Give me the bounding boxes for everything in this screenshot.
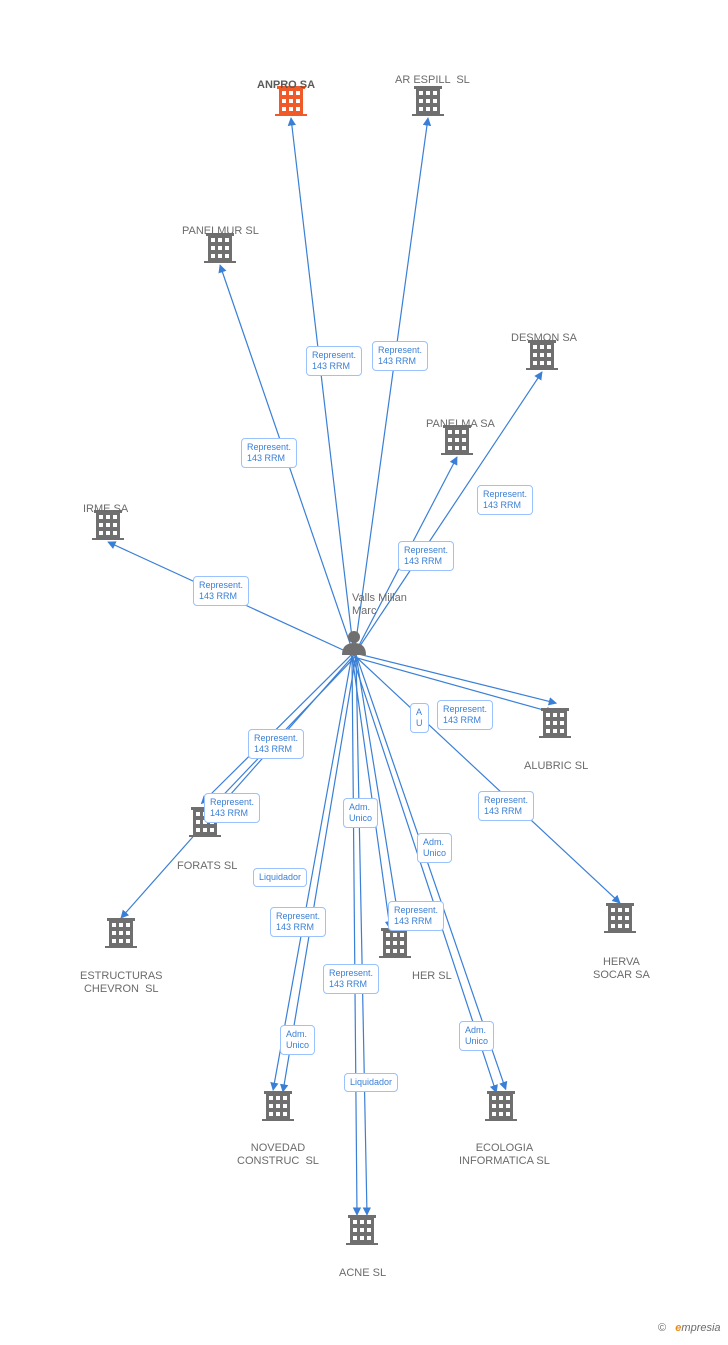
edge-label: Adm. Unico: [343, 798, 378, 828]
edge-line: [291, 118, 354, 655]
edge-line: [355, 653, 557, 703]
edge-line: [352, 655, 390, 928]
company-label: ECOLOGIA INFORMATICA SL: [459, 1142, 550, 1168]
edge-label: Adm. Unico: [459, 1021, 494, 1051]
edge-line: [354, 655, 620, 903]
company-label: PANELMA SA: [426, 418, 495, 431]
company-label: PANELMUR SL: [182, 225, 259, 238]
company-node[interactable]: [105, 918, 137, 948]
edge-line: [352, 655, 357, 1215]
person-label: Valls Millan Marc: [352, 592, 407, 618]
edge-label: Represent. 143 RRM: [248, 729, 304, 759]
network-svg: [0, 0, 728, 1345]
edge-line: [354, 118, 428, 655]
company-node[interactable]: [262, 1091, 294, 1121]
company-node[interactable]: [604, 903, 636, 933]
edge-label: Represent. 143 RRM: [204, 793, 260, 823]
company-node[interactable]: [485, 1091, 517, 1121]
edge-label: Adm. Unico: [280, 1025, 315, 1055]
company-label: ANPRO SA: [257, 79, 315, 92]
company-label: HER SL: [412, 970, 452, 983]
edge-label: Represent. 143 RRM: [193, 576, 249, 606]
company-label: HERVA SOCAR SA: [593, 956, 650, 982]
company-node[interactable]: [539, 708, 571, 738]
company-label: NOVEDAD CONSTRUC SL: [237, 1142, 319, 1168]
company-label: AR ESPILL SL: [395, 74, 470, 87]
edge-label: Represent. 143 RRM: [323, 964, 379, 994]
company-label: ALUBRIC SL: [524, 760, 588, 773]
edge-label: Represent. 143 RRM: [477, 485, 533, 515]
company-node[interactable]: [379, 928, 411, 958]
edge-label: Represent. 143 RRM: [241, 438, 297, 468]
edge-label: A U: [410, 703, 429, 733]
footer-copyright: © empresia: [658, 1322, 721, 1334]
brand-rest: mpresia: [681, 1322, 720, 1334]
company-node[interactable]: [346, 1215, 378, 1245]
edge-line: [356, 655, 400, 928]
edge-label: Represent. 143 RRM: [388, 901, 444, 931]
edge-label: Represent. 143 RRM: [306, 346, 362, 376]
company-label: IRME SA: [83, 503, 128, 516]
copyright-symbol: ©: [658, 1322, 666, 1334]
edge-label: Represent. 143 RRM: [372, 341, 428, 371]
edge-label: Represent. 143 RRM: [270, 907, 326, 937]
company-label: DESMON SA: [511, 332, 577, 345]
edge-line: [356, 655, 367, 1215]
company-label: ACNE SL: [339, 1267, 386, 1280]
company-node[interactable]: [412, 86, 444, 116]
edge-label: Liquidador: [344, 1073, 398, 1092]
edge-label: Represent. 143 RRM: [478, 791, 534, 821]
edge-label: Liquidador: [253, 868, 307, 887]
company-label: ESTRUCTURAS CHEVRON SL: [80, 970, 163, 996]
edge-label: Represent. 143 RRM: [398, 541, 454, 571]
edge-label: Represent. 143 RRM: [437, 700, 493, 730]
company-label: FORATS SL: [177, 860, 237, 873]
edge-label: Adm. Unico: [417, 833, 452, 863]
